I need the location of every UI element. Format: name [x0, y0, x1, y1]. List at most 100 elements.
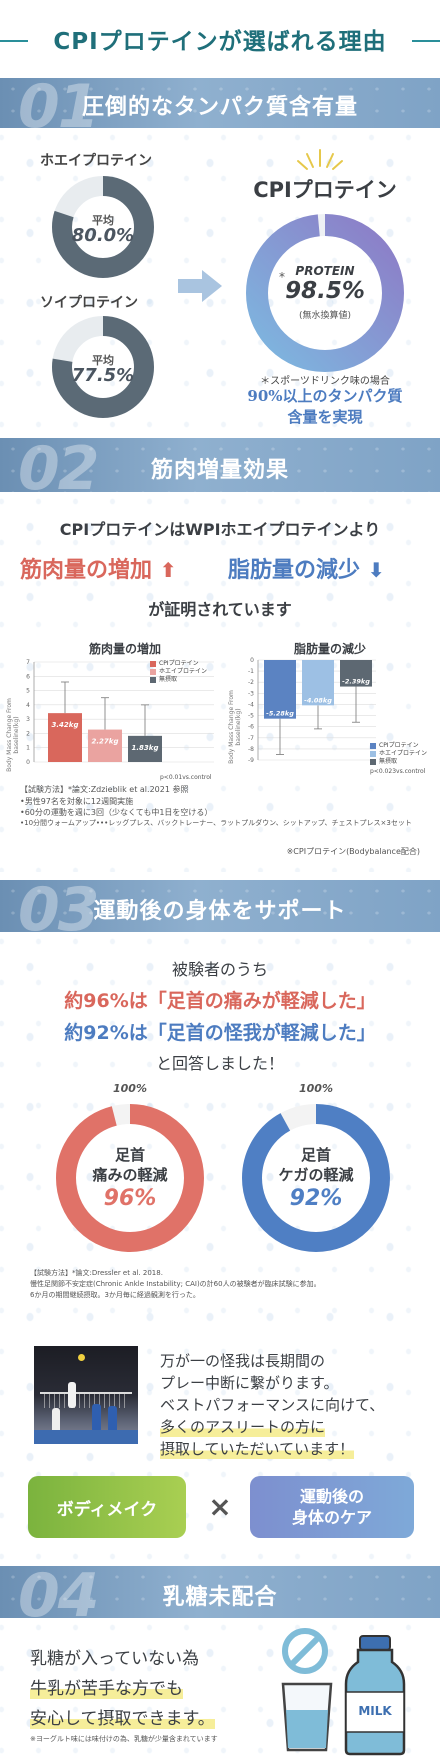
header-rule-right — [412, 40, 440, 42]
donut1-top: 100% — [113, 1082, 147, 1095]
soy-value: 77.5% — [71, 365, 135, 386]
whey-donut — [52, 176, 154, 278]
muscle-chart: 0 1 2 3 4 5 6 7 3.42kg 2.27kg 1.83kg — [26, 659, 214, 766]
bar — [88, 729, 122, 762]
soy-avg-label: 平均 — [92, 354, 114, 367]
legend-item: 無摂取 — [150, 676, 207, 684]
s3-method: 【試験方法】*論文:Dressler et al. 2018. — [30, 1269, 163, 1277]
muscle-chart-title: 筋肉量の増加 — [88, 642, 161, 656]
donut1-l1: 足首 — [114, 1146, 145, 1164]
arrow-up-icon: ⬆ — [159, 558, 177, 582]
y-tick-label: 5 — [26, 688, 30, 695]
soy-donut — [52, 316, 154, 418]
y-tick-label: -6 — [248, 724, 254, 731]
legend-item: CPIプロテイン — [150, 660, 207, 668]
aftercare-label-1: 運動後の — [299, 1487, 364, 1506]
y-tick-label: 3 — [26, 716, 30, 723]
arrow-down-icon: ⬇ — [367, 558, 385, 582]
y-tick-label: -3 — [248, 690, 254, 697]
y-tick-label: -2 — [248, 679, 254, 686]
s3-answer: と回答しました！ — [155, 1054, 284, 1073]
fat-chart-title: 脂肪量の減少 — [293, 642, 366, 656]
gain-claim: 筋肉量の増加 ⬆ — [20, 552, 176, 584]
arrow-right-icon — [178, 270, 222, 302]
milk-label: MILK — [358, 1704, 392, 1718]
cpi-sub: (無水換算値) — [298, 311, 352, 321]
soy-arc — [52, 316, 154, 418]
y-tick-label: 0 — [26, 759, 30, 766]
section-03-body: 被験者のうち 約96%は「足首の痛みが軽減した」 約92%は「足首の怪我が軽減し… — [0, 932, 440, 1562]
method-line: 【試験方法】*論文:Zdzieblik et al.2021 参照 — [20, 785, 189, 794]
no-lactose-icon — [282, 1628, 328, 1674]
section-title: 圧倒的なタンパク質含有量 — [81, 95, 358, 120]
whey-avg-label: 平均 — [92, 214, 114, 227]
cpi-arc — [246, 214, 404, 372]
whey-label: ホエイプロテイン — [40, 153, 152, 169]
y-tick-label: -9 — [248, 757, 254, 764]
section-title: 筋肉増量効果 — [150, 458, 289, 483]
cpi-star: * — [279, 270, 285, 284]
donut1-l2: 痛みの軽減 — [92, 1166, 168, 1184]
bar-value-label: -2.39kg — [342, 678, 370, 686]
y-tick-label: -5 — [248, 713, 254, 720]
y-tick-label: 0 — [250, 657, 254, 664]
volleyball-photo — [34, 1346, 138, 1444]
muscle-pnote: p<0.01vs.control — [160, 774, 212, 781]
method-line: •60分の運動を週に3回（少なくても中1日を空ける） — [20, 808, 213, 817]
section-04-body: 乳糖が入っていない為 牛乳が苦手な方でも 安心して摂取できます。 ※ヨーグルト味… — [0, 1618, 440, 1760]
whey-arc — [52, 176, 154, 278]
credit-note: ※CPIプロテイン(Bodybalance配合) — [286, 847, 420, 856]
section-number: 03 — [18, 880, 99, 932]
bar — [340, 660, 372, 687]
donut2-value: 92% — [289, 1186, 343, 1211]
s3-line-2: 約92%は「足首の怪我が軽減した」 — [64, 1022, 376, 1044]
legend-item: 無摂取 — [370, 758, 427, 766]
method-line: •男性97名を対象に12週間実施 — [20, 797, 134, 806]
section-03-band: 03 運動後の身体をサポート — [0, 880, 440, 932]
s3-line-1: 約96%は「足首の痛みが軽減した」 — [64, 990, 376, 1012]
page-title: CPIプロテインが選ばれる理由 — [53, 29, 387, 55]
gain-text: 筋肉量の増加 — [20, 558, 153, 583]
fat-legend: CPIプロテイン ホエイプロテイン 無摂取 — [370, 742, 427, 766]
times-icon: × — [208, 1490, 232, 1523]
s3-method: 慢性足関節不安定症(Chronic Ankle Instability; CAI… — [30, 1280, 321, 1288]
s4-line-highlight: 牛乳が苦手な方でも — [30, 1674, 183, 1699]
y-tick-label: -7 — [248, 735, 254, 742]
y-tick-label: -4 — [248, 701, 254, 708]
donut2-top: 100% — [299, 1082, 333, 1095]
y-tick-label: 4 — [26, 702, 30, 709]
bodymake-label: ボディメイク — [56, 1499, 158, 1520]
y-tick-label: 1 — [26, 745, 30, 752]
bar-value-label: 2.27kg — [92, 738, 119, 746]
section-title: 運動後の身体をサポート — [93, 899, 347, 924]
cpi-claim-2: 含量を実現 — [287, 408, 363, 426]
fat-pnote: p<0.023vs.control — [370, 768, 426, 775]
cpi-note: ＊スポーツドリンク味の場合 — [260, 376, 390, 387]
legend-item: ホエイプロテイン — [370, 750, 427, 758]
fat-chart: 0 -1 -2 -3 -4 -5 -6 -7 -8 -9 -5.28kg -4.08kg -2.39kg — [248, 657, 376, 764]
pain-arc — [56, 1104, 204, 1252]
s3-copy: プレー中断に繋がります。 — [160, 1374, 339, 1392]
section-01-band: 01 圧倒的なタンパク質含有量 — [0, 78, 440, 128]
aftercare-button: 運動後の 身体のケア — [250, 1476, 414, 1538]
s3-lead: 被験者のうち — [171, 960, 268, 979]
muscle-legend: CPIプロテイン ホエイプロテイン 無摂取 — [150, 660, 207, 684]
section-02-body: CPIプロテインはWPIホエイプロテインより 筋肉量の増加 ⬆ 脂肪量の減少 ⬇… — [0, 492, 440, 872]
s3-copy: ベストパフォーマンスに向けて、 — [160, 1396, 385, 1414]
method-line: •10分間ウォームアップ•••レッグプレス、バックトレーナー、ラットプルダウン、… — [20, 819, 412, 827]
injury-donut — [242, 1104, 390, 1252]
fat-chart-ylabel: Body Mass Change From baseline(kg) — [228, 690, 242, 764]
bar-value-label: 3.42kg — [52, 721, 79, 729]
proven-text: が証明されています — [148, 600, 292, 619]
milk-bottle-icon — [344, 1635, 406, 1756]
bar — [264, 660, 296, 719]
s3-method: 6か月の期間継続摂取。3か月毎に経過観測を行った。 — [30, 1291, 200, 1299]
s4-line: 乳糖が入っていない為 — [30, 1649, 200, 1669]
cpi-claim-1: 90%以上のタンパク質 — [247, 387, 403, 405]
whey-value: 80.0% — [71, 225, 135, 246]
cpi-value: 98.5% — [285, 278, 365, 304]
page-header: CPIプロテインが選ばれる理由 — [0, 0, 440, 78]
legend-item: ホエイプロテイン — [150, 668, 207, 676]
loss-text: 脂肪量の減少 — [228, 558, 361, 583]
y-tick-label: -1 — [248, 668, 254, 675]
